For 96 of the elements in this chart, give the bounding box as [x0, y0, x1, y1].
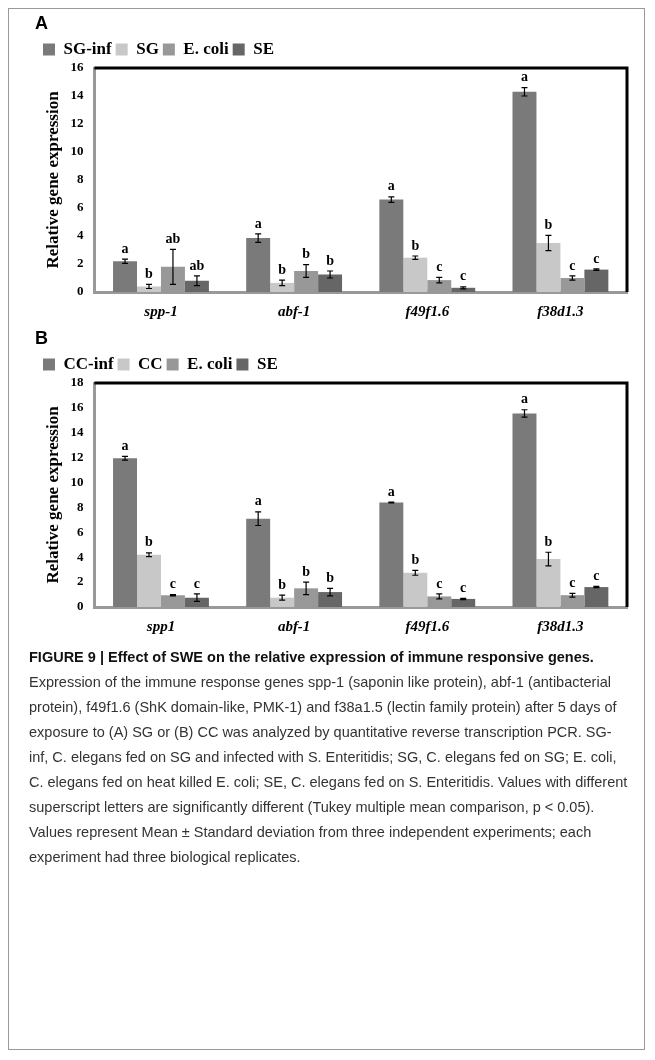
y-tick-label: 10 — [70, 143, 84, 159]
bar — [137, 286, 161, 292]
chart-title: B — [35, 328, 48, 349]
x-tick-label: abf-1 — [277, 302, 311, 319]
y-tick-label: 12 — [70, 449, 84, 465]
y-tick-label: 14 — [70, 424, 84, 440]
bar — [379, 199, 404, 292]
data-label: b — [411, 237, 420, 253]
legend-label: E. coli — [187, 353, 233, 373]
data-label: a — [387, 178, 395, 194]
data-label: c — [593, 568, 600, 584]
bar — [403, 257, 428, 292]
bar — [270, 597, 295, 607]
x-tick-label: abf-1 — [277, 617, 311, 634]
data-label: c — [436, 575, 443, 591]
data-label: b — [411, 551, 420, 567]
data-label: b — [278, 261, 287, 277]
bar — [536, 559, 561, 607]
y-tick-label: 14 — [70, 87, 84, 103]
y-tick-label: 8 — [76, 498, 84, 514]
bar — [512, 91, 537, 292]
bar — [318, 274, 343, 292]
legend-label: SE — [256, 353, 278, 373]
y-tick-label: 6 — [76, 523, 84, 539]
legend-label: SG — [136, 38, 159, 58]
bar — [318, 592, 343, 607]
data-label: b — [302, 563, 311, 579]
bar — [584, 587, 609, 607]
chart-title: A — [35, 13, 48, 34]
bar — [113, 261, 138, 292]
bar — [451, 598, 476, 607]
data-label: a — [254, 493, 262, 509]
legend-label: CC-inf — [63, 353, 114, 373]
data-label: c — [460, 268, 467, 284]
y-tick-label: 18 — [70, 374, 84, 390]
legend-label: SG-inf — [63, 38, 113, 58]
data-label: c — [169, 576, 177, 592]
y-tick-label: 0 — [76, 283, 84, 299]
legend-label: E. coli — [183, 38, 229, 58]
data-label: c — [193, 575, 201, 591]
bar — [246, 238, 271, 292]
data-label: a — [254, 215, 262, 231]
y-tick-label: 2 — [76, 573, 84, 589]
data-label: c — [436, 258, 443, 274]
y-tick-label: 10 — [70, 473, 84, 489]
data-label: a — [520, 391, 528, 407]
bar — [184, 280, 209, 292]
data-label: b — [544, 216, 553, 232]
bar — [246, 518, 271, 607]
x-tick-label: f38d1.3 — [537, 302, 585, 319]
y-tick-label: 0 — [76, 598, 84, 614]
bar — [512, 413, 537, 607]
data-label: b — [145, 265, 154, 281]
y-tick-label: 4 — [76, 548, 84, 564]
data-label: b — [326, 569, 335, 585]
data-label: a — [520, 69, 528, 85]
bar — [403, 572, 428, 607]
bar — [270, 282, 295, 292]
text: Expression of the immune response genes spp-1 (saponin like protein), abf-1 (antibacterial protein), f49f1.6 (ShK domain-like, PMK-1) and f38a1.5 (lectin family protein) after 5 days of exposure to (A) SG or (B) CC was analyzed by quantitative reverse transcription PCR. SG-inf, C. elegans fed on SG and infected with S. Enteritidis; SG, C. elegans fed on SG; E. coli, C. elegans fed on heat killed E. coli; SE, C. elegans fed on S. Enteritidis. Values with different superscript letters are significantly different (Tukey multiple mean comparison, p < 0.05). Values represent Mean ± Standard deviation from three independent experiments; each experiment had three biological replicates. — [29, 674, 628, 865]
y-tick-label: 8 — [76, 171, 84, 187]
data-label: b — [544, 533, 553, 549]
x-tick-label: spp-1 — [143, 302, 178, 319]
caption: FIGURE 9 | Effect of SWE on the relative expression of immune responsive genes. — [29, 649, 594, 665]
y-tick-label: 16 — [70, 399, 84, 415]
y-tick-label: 4 — [76, 227, 84, 243]
data-label: c — [569, 574, 576, 590]
bar — [379, 502, 404, 607]
x-tick-label: f49f1.6 — [405, 302, 450, 319]
bar — [184, 597, 209, 607]
x-tick-label: spp1 — [145, 617, 176, 634]
bar — [113, 458, 138, 607]
y-tick-label: 2 — [76, 255, 84, 271]
data-label: b — [326, 252, 335, 268]
data-label: a — [387, 483, 395, 499]
data-label: b — [278, 576, 287, 592]
y-tick-label: 12 — [70, 115, 84, 131]
bar — [584, 269, 609, 292]
data-label: c — [569, 257, 576, 273]
data-label: ab — [189, 257, 205, 273]
data-label: ab — [165, 230, 181, 246]
y-tick-label: 16 — [70, 59, 84, 75]
legend-label: SE — [253, 38, 274, 58]
data-label: c — [460, 579, 467, 595]
data-label: c — [593, 250, 600, 266]
bar — [137, 554, 161, 607]
data-label: a — [121, 438, 129, 454]
data-label: b — [302, 246, 311, 262]
legend-label: CC — [138, 353, 163, 373]
data-label: b — [145, 534, 154, 550]
x-tick-label: f49f1.6 — [405, 617, 450, 634]
x-tick-label: f38d1.3 — [537, 617, 585, 634]
data-label: a — [121, 240, 129, 256]
y-axis-title: Relative gene expression — [42, 90, 62, 269]
y-tick-label: 6 — [76, 199, 84, 215]
bar — [536, 243, 561, 292]
y-axis-title: Relative gene expression — [42, 405, 62, 584]
